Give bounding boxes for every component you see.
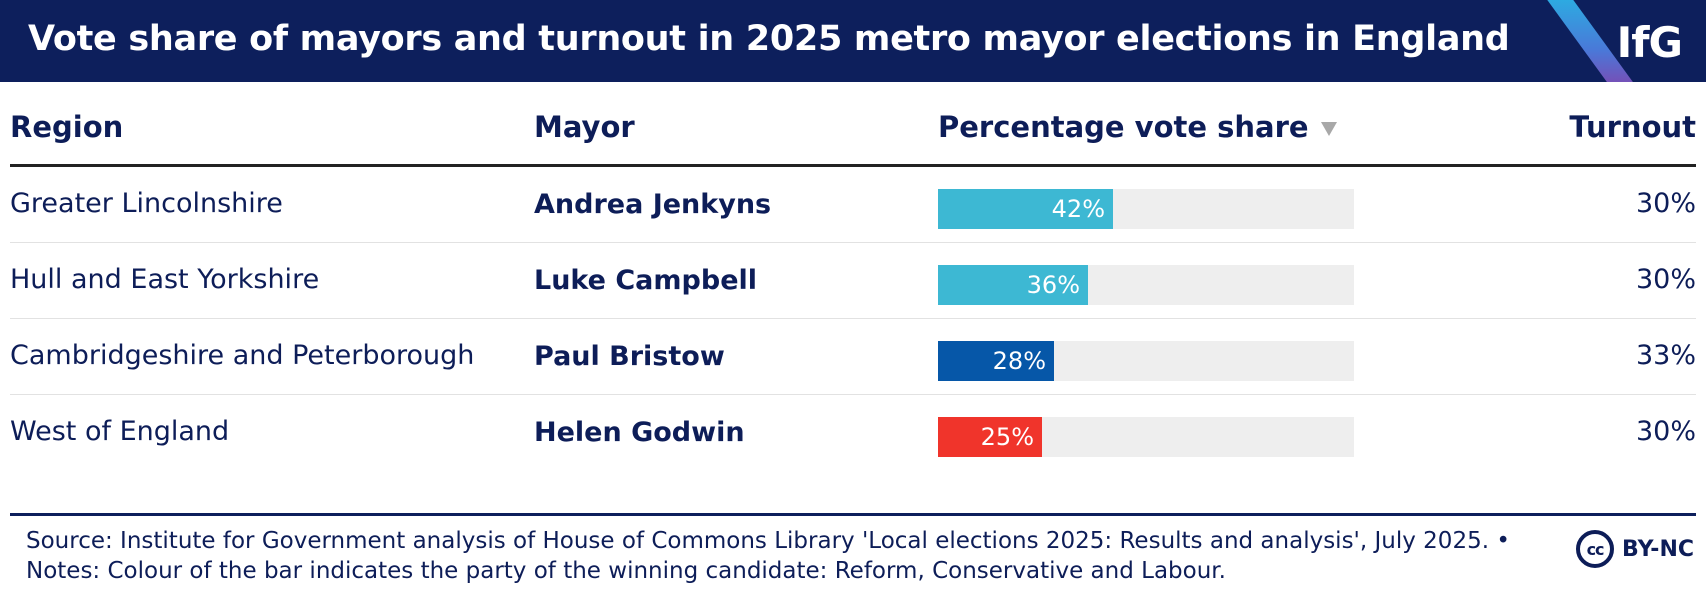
vote-share-bar-track: 25% bbox=[938, 417, 1354, 457]
vote-share-label: 36% bbox=[1026, 271, 1080, 299]
row-divider bbox=[10, 318, 1696, 319]
column-header-region: Region bbox=[10, 110, 124, 144]
mayor-cell: Andrea Jenkyns bbox=[534, 189, 772, 220]
vote-share-label: 42% bbox=[1051, 195, 1105, 223]
header-divider bbox=[10, 164, 1696, 167]
source-note: Source: Institute for Government analysi… bbox=[26, 528, 1510, 554]
chart-title: Vote share of mayors and turnout in 2025… bbox=[28, 19, 1510, 59]
turnout-cell: 30% bbox=[1635, 188, 1696, 219]
table-row: Greater Lincolnshire Andrea Jenkyns 42% 30% bbox=[0, 167, 1706, 243]
region-cell: Greater Lincolnshire bbox=[10, 188, 283, 219]
vote-share-bar: 25% bbox=[938, 417, 1042, 457]
vote-share-bar-track: 42% bbox=[938, 189, 1354, 229]
vote-share-bar-track: 36% bbox=[938, 265, 1354, 305]
mayor-cell: Luke Campbell bbox=[534, 265, 758, 296]
column-header-vote-share[interactable]: Percentage vote share bbox=[938, 110, 1337, 144]
ifg-logo: IfG bbox=[1616, 18, 1683, 67]
table-row: Hull and East Yorkshire Luke Campbell 36% 3… bbox=[0, 243, 1706, 319]
vote-share-bar: 36% bbox=[938, 265, 1088, 305]
vote-share-bar: 42% bbox=[938, 189, 1113, 229]
row-divider bbox=[10, 242, 1696, 243]
mayor-cell: Helen Godwin bbox=[534, 417, 745, 448]
creative-commons-icon: cc bbox=[1576, 530, 1615, 568]
footer-divider bbox=[10, 513, 1696, 516]
table-row: Cambridgeshire and Peterborough Paul Bris… bbox=[0, 319, 1706, 395]
notes-text: Notes: Colour of the bar indicates the p… bbox=[26, 558, 1226, 584]
table-row: West of England Helen Godwin 25% 30% bbox=[0, 395, 1706, 471]
license-badge: cc BY-NC bbox=[1576, 530, 1694, 568]
column-header-vote-share-label: Percentage vote share bbox=[938, 110, 1309, 144]
turnout-cell: 30% bbox=[1635, 264, 1696, 295]
vote-share-label: 28% bbox=[992, 347, 1046, 375]
vote-share-bar-track: 28% bbox=[938, 341, 1354, 381]
region-cell: Cambridgeshire and Peterborough bbox=[10, 340, 475, 371]
turnout-cell: 33% bbox=[1635, 340, 1696, 371]
region-cell: Hull and East Yorkshire bbox=[10, 264, 320, 295]
mayor-cell: Paul Bristow bbox=[534, 341, 725, 372]
vote-share-bar: 28% bbox=[938, 341, 1054, 381]
column-header-mayor: Mayor bbox=[534, 110, 635, 144]
turnout-cell: 30% bbox=[1635, 416, 1696, 447]
sort-descending-icon[interactable] bbox=[1320, 122, 1337, 136]
column-header-turnout: Turnout bbox=[1569, 110, 1696, 144]
row-divider bbox=[10, 394, 1696, 395]
region-cell: West of England bbox=[10, 416, 230, 447]
vote-share-label: 25% bbox=[980, 423, 1034, 451]
chart-header: Vote share of mayors and turnout in 2025… bbox=[0, 0, 1706, 82]
license-label: BY-NC bbox=[1622, 536, 1694, 562]
